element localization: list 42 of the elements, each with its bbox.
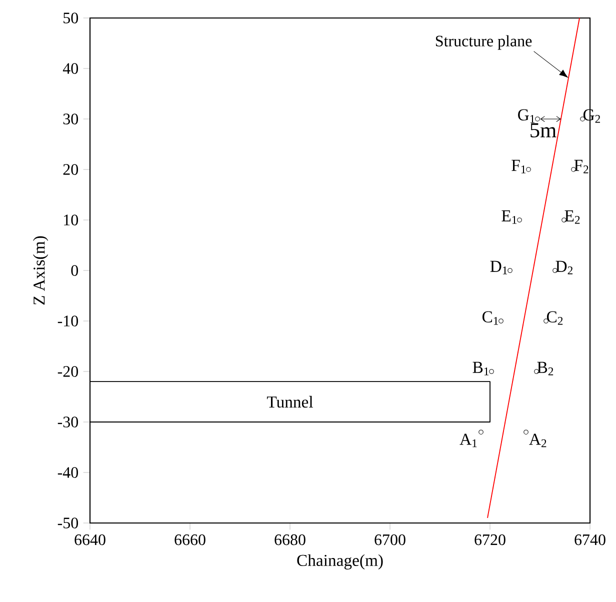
annotation: A$_{2}$ xyxy=(529,434,546,448)
annotation: B$_{1}$ xyxy=(472,362,489,376)
y-tick-label: 30 xyxy=(63,114,78,124)
x-tick-label: 6740 xyxy=(574,534,606,546)
y-tick-label: 20 xyxy=(63,164,78,175)
annotation: Tunnel xyxy=(266,396,313,408)
x-tick-label: 6660 xyxy=(174,534,206,546)
annotation: E$_{1}$ xyxy=(502,210,517,224)
x-tick-label: 6640 xyxy=(74,534,106,546)
annotation: E$_{2}$ xyxy=(564,210,580,224)
y-tick-label: -40 xyxy=(58,467,78,478)
x-tick-label: 6720 xyxy=(474,534,506,546)
y-tick-label: -20 xyxy=(58,366,78,377)
annotation: D$_{1}$ xyxy=(490,260,508,274)
y-axis-title: Z Axis(m) xyxy=(33,236,48,305)
annotation: G$_{1}$ xyxy=(518,109,535,123)
point xyxy=(498,318,504,324)
y-tick-label: 10 xyxy=(64,214,78,226)
annotation: C$_{1}$ xyxy=(482,311,498,325)
y-tick-label: 0 xyxy=(71,265,78,276)
y-tick-label: 50 xyxy=(64,12,78,24)
text: Structure plane xyxy=(436,35,532,50)
point xyxy=(526,167,531,172)
y-tick-label: -30 xyxy=(58,416,78,428)
y-tick-label: 40 xyxy=(62,63,78,74)
x-tick-label: 6680 xyxy=(274,534,306,546)
point xyxy=(517,218,522,222)
point xyxy=(508,268,512,273)
point xyxy=(478,430,484,434)
annotation: A$_{1}$ xyxy=(460,434,477,448)
annotation: F$_{2}$ xyxy=(574,160,588,174)
point xyxy=(524,430,528,434)
annotation: D$_{2}$ xyxy=(556,260,572,274)
annotation: F$_{1}$ xyxy=(512,160,526,174)
annotation: 5m xyxy=(530,123,556,138)
x-axis-title: Chainage(m) xyxy=(297,554,383,570)
annotation: B$_{2}$ xyxy=(537,362,554,376)
y-tick-label: -50 xyxy=(58,518,78,528)
x-tick-label: 6700 xyxy=(374,534,406,546)
y-tick-label: -10 xyxy=(58,316,78,326)
annotation: C$_{2}$ xyxy=(546,311,563,325)
point xyxy=(489,369,494,374)
